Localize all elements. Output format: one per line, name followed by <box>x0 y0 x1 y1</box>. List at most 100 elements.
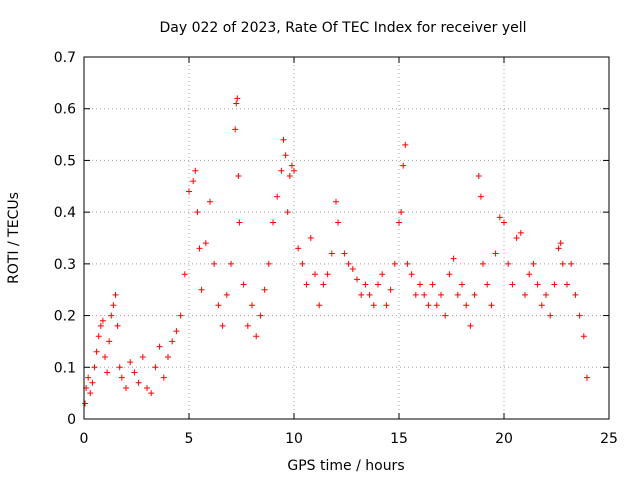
data-point <box>425 302 432 309</box>
data-point <box>186 188 192 195</box>
data-point <box>421 291 428 298</box>
data-point <box>156 343 163 350</box>
data-point <box>557 240 564 247</box>
data-point <box>99 317 106 324</box>
data-point <box>202 240 209 247</box>
data-point <box>299 260 306 267</box>
data-point <box>375 281 381 288</box>
y-tick-labels: 0 0.1 0.2 0.3 0.4 0.5 0.6 0.7 <box>54 50 76 428</box>
data-point <box>328 250 335 257</box>
data-point <box>316 302 323 309</box>
data-point <box>408 271 415 278</box>
data-point <box>354 276 360 283</box>
data-point <box>232 126 239 133</box>
data-point <box>106 338 113 345</box>
data-point <box>95 333 102 340</box>
y-tick-label: 0.6 <box>54 102 76 118</box>
data-point <box>87 390 94 397</box>
data-point <box>160 374 167 381</box>
data-point <box>324 271 331 278</box>
data-point <box>215 302 222 309</box>
data-point <box>93 348 100 355</box>
data-point <box>274 193 281 200</box>
data-point <box>114 322 121 329</box>
y-tick-label: 0.4 <box>54 205 76 221</box>
axis-ticks <box>83 56 610 420</box>
data-point <box>501 219 507 226</box>
data-point <box>538 302 545 309</box>
data-point <box>169 338 176 345</box>
data-point <box>349 266 356 273</box>
y-axis-label: ROTI / TECUs <box>6 192 22 284</box>
data-point <box>492 250 499 257</box>
data-point <box>173 328 180 335</box>
data-point <box>312 271 318 278</box>
data-point <box>513 235 520 241</box>
data-point <box>387 286 394 293</box>
data-point <box>257 312 264 319</box>
data-point <box>127 359 134 366</box>
data-point <box>295 245 302 252</box>
data-point <box>345 260 352 267</box>
data-point <box>270 219 276 226</box>
data-point <box>235 172 242 179</box>
data-point <box>412 291 419 298</box>
data-point <box>244 322 251 329</box>
data-point <box>484 281 491 288</box>
data-point <box>152 364 159 371</box>
data-point <box>131 369 138 376</box>
data-point <box>278 167 285 174</box>
data-point <box>488 302 495 309</box>
x-axis-label: GPS time / hours <box>287 458 404 474</box>
data-point <box>110 302 117 309</box>
data-point <box>82 400 89 407</box>
data-point <box>177 312 184 319</box>
data-point <box>303 281 310 288</box>
data-point <box>572 291 579 298</box>
data-point <box>370 302 377 309</box>
data-point <box>398 209 405 216</box>
data-point <box>219 322 226 329</box>
data-point <box>240 281 247 288</box>
data-point <box>123 384 129 391</box>
data-point <box>223 291 230 298</box>
data-point <box>194 209 201 216</box>
data-point <box>555 245 562 252</box>
data-point <box>551 281 558 288</box>
data-point <box>333 198 339 205</box>
data-point <box>196 245 203 252</box>
data-point <box>400 162 407 169</box>
y-tick-label: 0.5 <box>54 153 76 169</box>
data-point <box>467 322 474 329</box>
data-point <box>564 281 570 288</box>
y-tick-label: 0.3 <box>54 257 76 273</box>
grid-lines <box>84 57 609 419</box>
data-point <box>341 250 348 257</box>
data-point <box>477 193 484 200</box>
data-point <box>534 281 541 288</box>
data-point <box>335 219 342 226</box>
data-point <box>526 271 533 278</box>
y-tick-label: 0.7 <box>54 50 76 66</box>
data-point <box>118 374 125 381</box>
x-tick-label: 25 <box>600 431 618 447</box>
data-point <box>253 333 260 340</box>
data-point <box>433 302 440 309</box>
data-point <box>429 281 436 288</box>
data-point <box>522 291 528 298</box>
data-point <box>509 281 516 288</box>
data-point <box>580 333 587 340</box>
chart-title: Day 022 of 2023, Rate Of TEC Index for r… <box>159 20 526 36</box>
data-point <box>404 260 411 267</box>
y-tick-label: 0 <box>67 412 76 428</box>
data-point <box>576 312 583 319</box>
data-point <box>236 219 243 226</box>
x-tick-label: 10 <box>285 431 303 447</box>
x-tick-label: 0 <box>80 431 89 447</box>
y-tick-label: 0.1 <box>54 360 76 376</box>
data-point <box>450 255 457 262</box>
data-point <box>102 353 108 360</box>
data-point <box>547 312 554 319</box>
data-point <box>286 172 293 179</box>
